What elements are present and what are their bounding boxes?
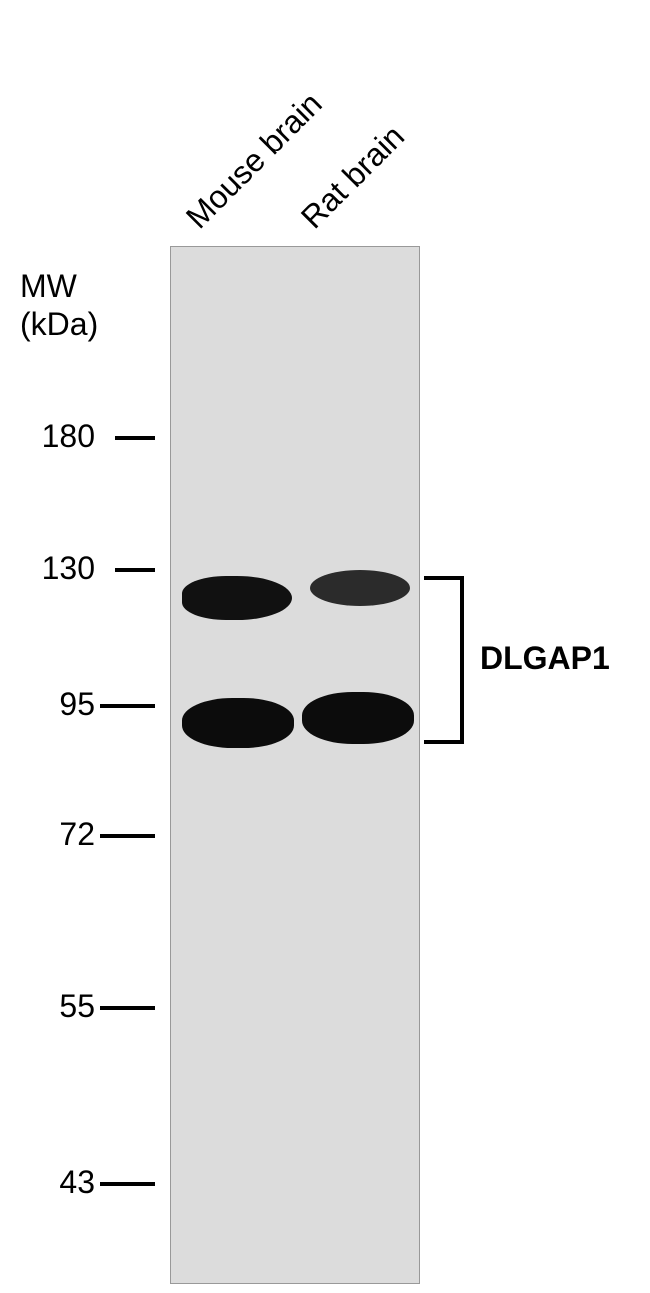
mw-header-line2: (kDa) bbox=[20, 306, 98, 343]
mw-tick-180 bbox=[115, 436, 155, 440]
mw-tick-72 bbox=[100, 834, 155, 838]
blot-membrane bbox=[170, 246, 420, 1284]
target-protein-label: DLGAP1 bbox=[480, 640, 610, 677]
band-lane1-upper bbox=[182, 576, 292, 620]
bracket-top-h bbox=[424, 576, 464, 580]
bracket-bottom-h bbox=[424, 740, 464, 744]
mw-header-line1: MW bbox=[20, 268, 77, 305]
mw-marker-72: 72 bbox=[59, 816, 95, 853]
mw-tick-130 bbox=[115, 568, 155, 572]
bracket-vertical bbox=[460, 576, 464, 744]
mw-tick-95 bbox=[100, 704, 155, 708]
band-lane1-lower bbox=[182, 698, 294, 748]
lane-label-2: Rat brain bbox=[294, 118, 412, 236]
band-lane2-upper bbox=[310, 570, 410, 606]
mw-tick-43 bbox=[100, 1182, 155, 1186]
mw-marker-55: 55 bbox=[59, 988, 95, 1025]
band-lane2-lower bbox=[302, 692, 414, 744]
mw-tick-55 bbox=[100, 1006, 155, 1010]
mw-marker-95: 95 bbox=[59, 686, 95, 723]
mw-marker-43: 43 bbox=[59, 1164, 95, 1201]
mw-marker-130: 130 bbox=[42, 550, 95, 587]
mw-marker-180: 180 bbox=[42, 418, 95, 455]
